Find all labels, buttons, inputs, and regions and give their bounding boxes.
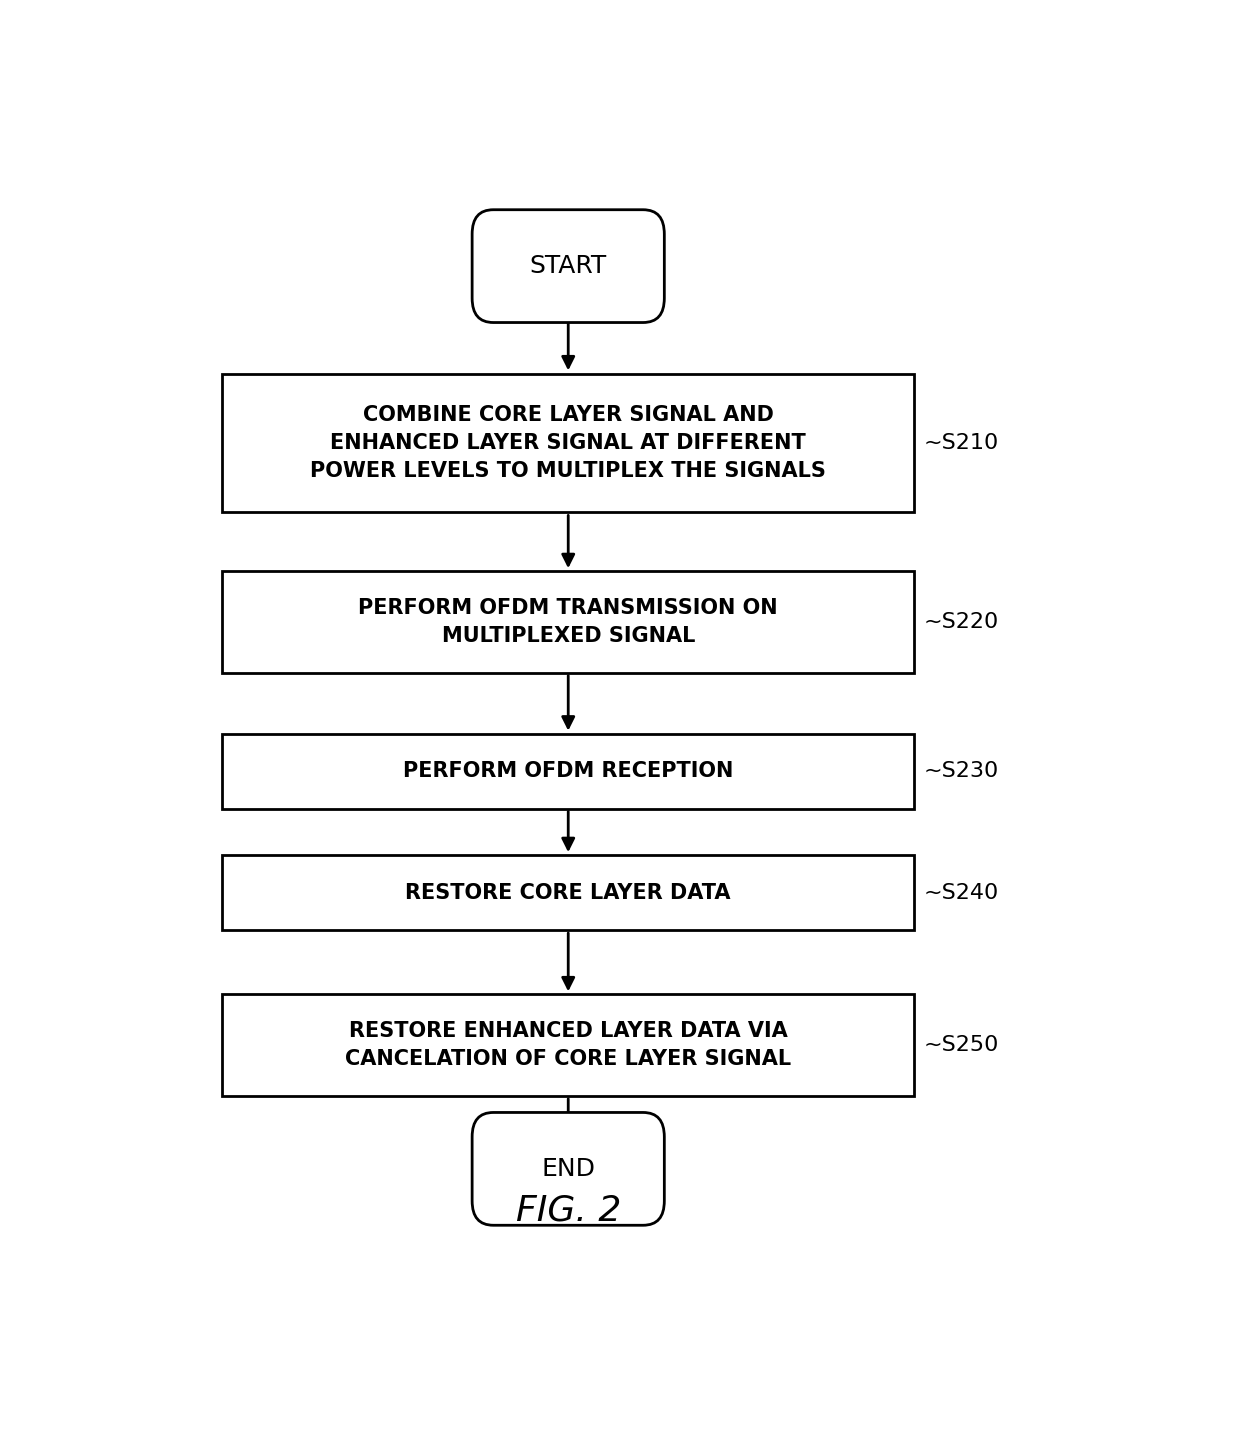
Bar xyxy=(222,855,914,930)
Text: START: START xyxy=(529,254,606,278)
Text: ~S210: ~S210 xyxy=(924,433,999,453)
FancyBboxPatch shape xyxy=(472,210,665,323)
Text: RESTORE ENHANCED LAYER DATA VIA
CANCELATION OF CORE LAYER SIGNAL: RESTORE ENHANCED LAYER DATA VIA CANCELAT… xyxy=(345,1022,791,1069)
Text: PERFORM OFDM RECEPTION: PERFORM OFDM RECEPTION xyxy=(403,761,733,781)
Bar xyxy=(222,733,914,809)
Bar xyxy=(222,375,914,512)
Text: ~S230: ~S230 xyxy=(924,761,999,781)
Text: END: END xyxy=(541,1157,595,1181)
Text: FIG. 2: FIG. 2 xyxy=(516,1194,621,1228)
Text: ~S240: ~S240 xyxy=(924,883,999,903)
Text: RESTORE CORE LAYER DATA: RESTORE CORE LAYER DATA xyxy=(405,883,732,903)
Bar xyxy=(222,571,914,673)
Bar xyxy=(222,994,914,1096)
Text: ~S250: ~S250 xyxy=(924,1035,999,1055)
Text: COMBINE CORE LAYER SIGNAL AND
ENHANCED LAYER SIGNAL AT DIFFERENT
POWER LEVELS TO: COMBINE CORE LAYER SIGNAL AND ENHANCED L… xyxy=(310,405,826,481)
FancyBboxPatch shape xyxy=(472,1112,665,1225)
Text: PERFORM OFDM TRANSMISSION ON
MULTIPLEXED SIGNAL: PERFORM OFDM TRANSMISSION ON MULTIPLEXED… xyxy=(358,598,777,646)
Text: ~S220: ~S220 xyxy=(924,611,999,631)
